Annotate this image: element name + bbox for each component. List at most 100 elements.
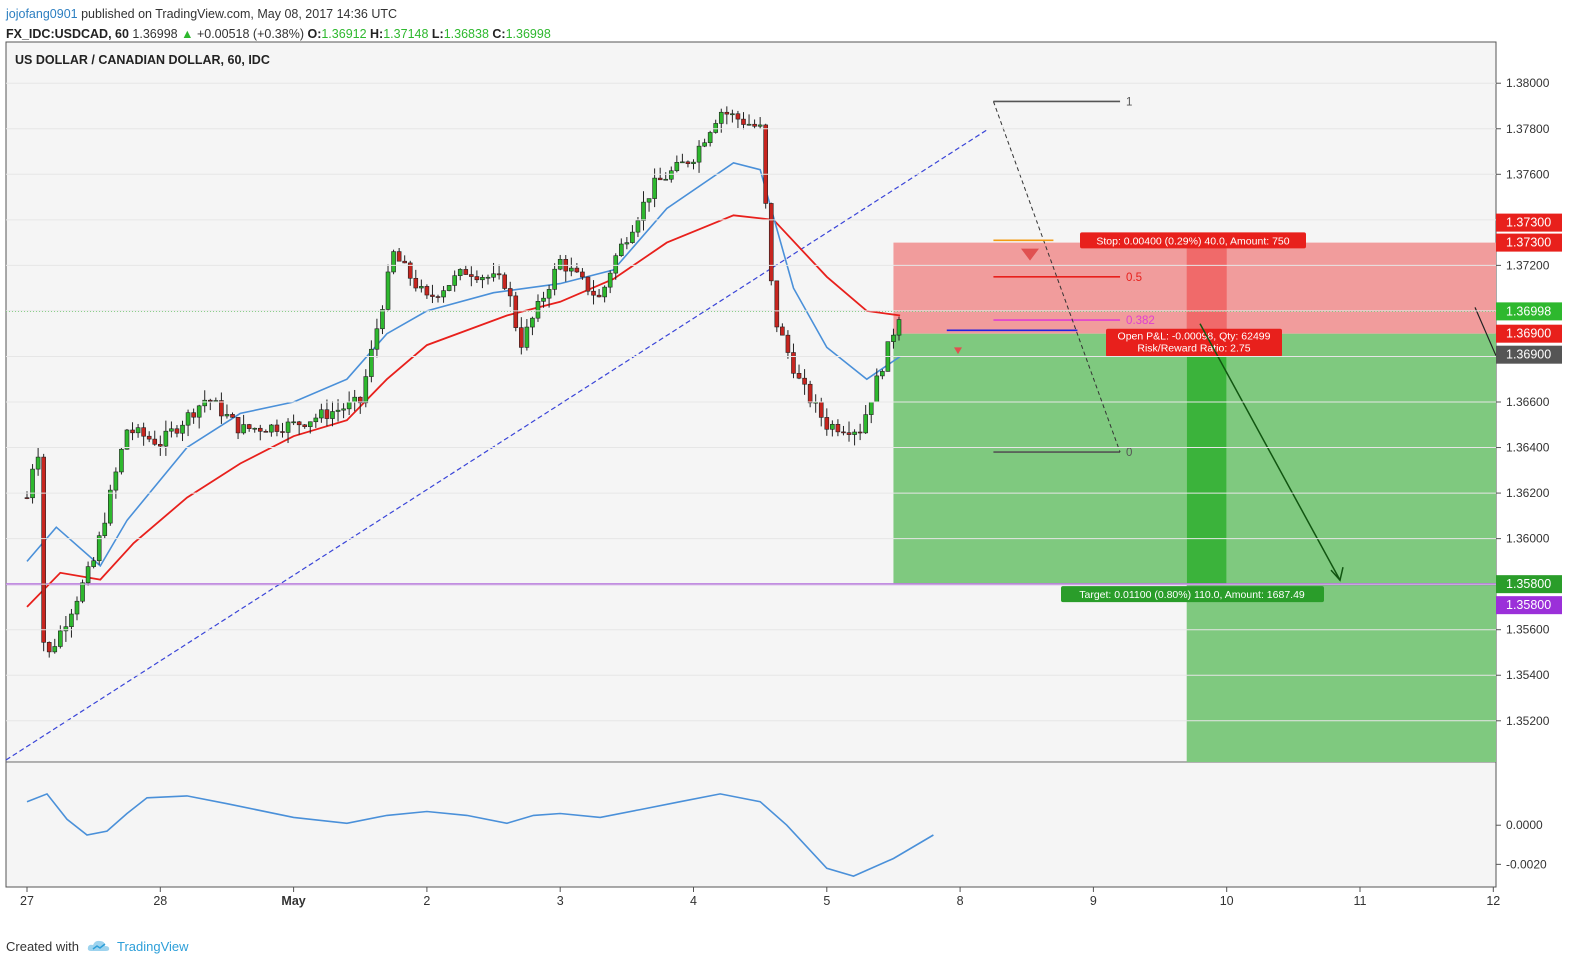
candle[interactable] [791, 343, 796, 379]
candle[interactable] [602, 285, 607, 303]
candle[interactable] [524, 319, 530, 351]
candle[interactable] [152, 430, 158, 446]
candle[interactable] [430, 284, 435, 304]
candle[interactable] [535, 294, 541, 322]
candle[interactable] [24, 491, 30, 500]
candle[interactable] [246, 423, 252, 432]
candle[interactable] [74, 596, 80, 621]
candle[interactable] [846, 421, 852, 442]
candle[interactable] [752, 119, 757, 129]
candle[interactable] [635, 217, 641, 238]
candle[interactable] [141, 422, 146, 446]
candle[interactable] [30, 464, 35, 504]
candle[interactable] [424, 284, 430, 299]
candle[interactable] [280, 422, 285, 438]
candle[interactable] [180, 420, 185, 442]
candle[interactable] [774, 280, 780, 333]
candle[interactable] [491, 262, 496, 282]
candle[interactable] [457, 268, 463, 281]
candle[interactable] [463, 264, 469, 275]
candle[interactable] [469, 266, 474, 287]
candle[interactable] [680, 153, 685, 164]
candle[interactable] [307, 421, 313, 434]
candle[interactable] [91, 556, 96, 569]
candle[interactable] [552, 263, 557, 296]
candle[interactable] [507, 281, 513, 307]
candle[interactable] [185, 409, 191, 437]
candle[interactable] [763, 123, 769, 209]
candle[interactable] [802, 369, 807, 395]
projection-arrow[interactable] [1199, 323, 1341, 581]
candle[interactable] [496, 264, 502, 280]
candle[interactable] [391, 249, 396, 275]
candle[interactable] [119, 447, 124, 475]
candle[interactable] [163, 420, 169, 456]
candle[interactable] [108, 484, 113, 526]
candle[interactable] [435, 294, 441, 303]
candle[interactable] [96, 531, 102, 565]
candle[interactable] [69, 608, 74, 638]
candle[interactable] [530, 316, 535, 336]
candle[interactable] [341, 403, 346, 419]
candle[interactable] [474, 270, 480, 283]
candle[interactable] [46, 641, 52, 658]
candle[interactable] [369, 340, 374, 383]
candle[interactable] [613, 253, 619, 280]
candle[interactable] [574, 263, 580, 273]
candle[interactable] [374, 318, 380, 358]
candle[interactable] [480, 274, 485, 289]
candle[interactable] [130, 422, 135, 441]
candle[interactable] [596, 289, 602, 298]
candle[interactable] [263, 429, 269, 433]
candle[interactable] [746, 114, 752, 126]
candle[interactable] [857, 423, 863, 441]
candle[interactable] [35, 447, 41, 476]
trend-line[interactable] [5, 129, 988, 761]
candle[interactable] [85, 561, 91, 586]
candle[interactable] [324, 399, 330, 427]
candle[interactable] [413, 269, 419, 292]
candle[interactable] [363, 369, 369, 408]
candle[interactable] [896, 316, 902, 341]
candle[interactable] [313, 413, 319, 428]
candle[interactable] [396, 247, 402, 262]
candle[interactable] [285, 418, 291, 444]
candle[interactable] [330, 401, 335, 427]
candle[interactable] [796, 364, 802, 380]
candle[interactable] [63, 616, 69, 642]
candle[interactable] [452, 270, 457, 292]
candle[interactable] [557, 254, 563, 271]
target-zone[interactable] [893, 333, 1187, 585]
candle[interactable] [102, 512, 108, 539]
candle[interactable] [296, 420, 302, 435]
candle[interactable] [158, 435, 163, 456]
candle[interactable] [546, 284, 552, 308]
candle[interactable] [713, 119, 719, 134]
candle[interactable] [652, 168, 657, 208]
candle[interactable] [124, 428, 130, 450]
candle[interactable] [663, 172, 669, 181]
oscillator-line[interactable] [26, 792, 934, 877]
candle[interactable] [607, 270, 613, 294]
candle[interactable] [502, 272, 507, 291]
candle[interactable] [230, 412, 235, 418]
candle[interactable] [835, 419, 841, 437]
candle[interactable] [191, 408, 196, 424]
candle[interactable] [441, 286, 446, 303]
candle[interactable] [207, 398, 213, 411]
candle[interactable] [569, 257, 574, 277]
candle[interactable] [580, 268, 585, 280]
candle[interactable] [741, 112, 746, 130]
candle[interactable] [780, 323, 785, 336]
candle[interactable] [335, 399, 341, 422]
candle[interactable] [174, 425, 180, 438]
candle[interactable] [241, 414, 246, 435]
candle[interactable] [735, 110, 741, 129]
candle[interactable] [641, 191, 646, 231]
candle[interactable] [52, 638, 58, 654]
candle[interactable] [852, 429, 857, 446]
candle[interactable] [219, 392, 224, 424]
candle[interactable] [807, 380, 813, 408]
target-label[interactable]: Target: 0.01100 (0.80%) 110.0, Amount: 1… [1061, 586, 1324, 603]
candle[interactable] [685, 160, 691, 168]
